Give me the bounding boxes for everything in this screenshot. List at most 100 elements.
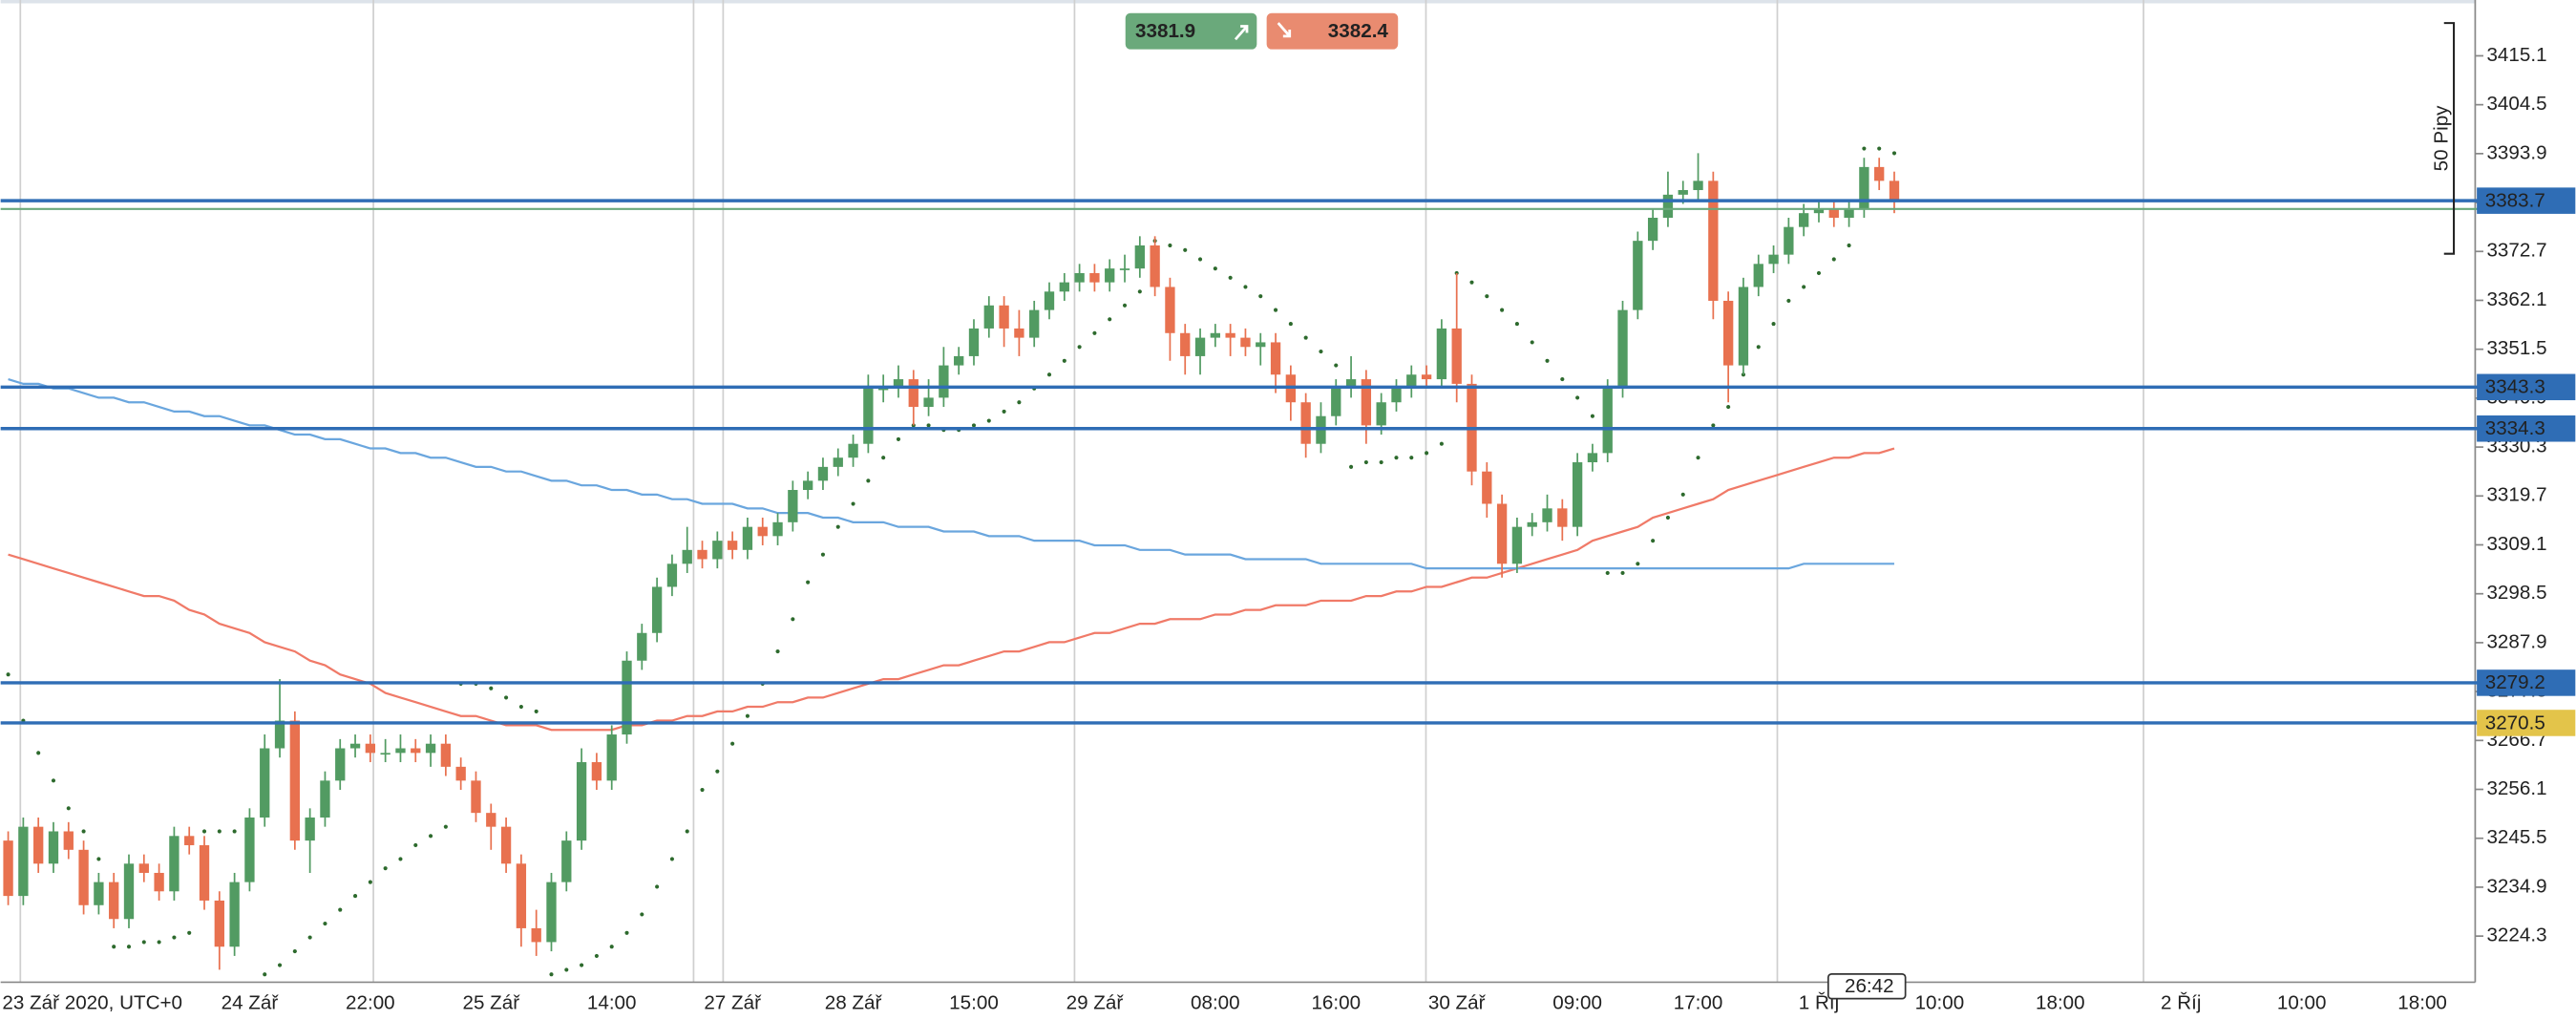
candle-body bbox=[531, 927, 541, 943]
sar-dot bbox=[6, 672, 11, 677]
sar-dot bbox=[1514, 322, 1519, 327]
y-tick-label: 3287.9 bbox=[2486, 630, 2546, 652]
sar-dot bbox=[1877, 146, 1882, 151]
sar-dot bbox=[1017, 400, 1022, 405]
sar-dot bbox=[1756, 345, 1761, 350]
candle-body bbox=[516, 863, 527, 928]
sar-dot bbox=[1288, 322, 1293, 327]
sar-dot bbox=[1560, 377, 1565, 382]
sar-dot bbox=[1620, 570, 1625, 576]
y-tick-label: 3415.1 bbox=[2486, 44, 2546, 66]
y-tick-label: 3224.3 bbox=[2486, 924, 2546, 946]
candle-body bbox=[1256, 342, 1266, 348]
sar-dot bbox=[1409, 456, 1414, 460]
candle-body bbox=[1828, 208, 1839, 219]
y-tick-label: 3298.5 bbox=[2486, 582, 2546, 604]
sar-dot bbox=[1439, 441, 1444, 446]
candle-body bbox=[380, 753, 391, 755]
candle-body bbox=[1451, 328, 1462, 384]
candle-body bbox=[18, 826, 29, 897]
candle-body bbox=[983, 305, 994, 329]
sar-dot bbox=[307, 935, 312, 940]
sar-dot bbox=[1092, 330, 1097, 335]
sar-dot bbox=[926, 423, 931, 428]
candle-body bbox=[1119, 268, 1130, 270]
sar-dot bbox=[1228, 275, 1233, 280]
candle-body bbox=[1768, 254, 1779, 265]
sell-arrow bbox=[1234, 25, 1249, 41]
candle-body bbox=[244, 817, 255, 882]
sar-dot bbox=[806, 580, 811, 584]
price-level-label: 3270.5 bbox=[2485, 712, 2545, 733]
y-tick-label: 3404.5 bbox=[2486, 93, 2546, 115]
sar-dot bbox=[383, 866, 388, 871]
candle-body bbox=[33, 826, 44, 864]
sar-dot bbox=[1002, 409, 1006, 414]
candle-body bbox=[1210, 332, 1221, 338]
x-tick-label: 14:00 bbox=[587, 991, 637, 1013]
candle-body bbox=[1874, 166, 1885, 181]
sar-dot bbox=[126, 945, 132, 949]
sar-dot bbox=[1122, 303, 1128, 308]
candle-body bbox=[546, 882, 557, 943]
sar-dot bbox=[549, 972, 554, 977]
x-tick-label: 2 Říj bbox=[2161, 991, 2201, 1013]
candle-body bbox=[848, 443, 858, 458]
candle-body bbox=[1180, 332, 1191, 356]
candle-body bbox=[274, 720, 285, 749]
sar-dot bbox=[172, 935, 177, 940]
sar-dot bbox=[1575, 395, 1580, 400]
y-tick-label: 3245.5 bbox=[2486, 826, 2546, 848]
sar-dot bbox=[1847, 243, 1851, 248]
sar-dot bbox=[1590, 414, 1594, 418]
candle-body bbox=[968, 328, 980, 356]
candle-body bbox=[229, 882, 240, 947]
sar-dot bbox=[187, 930, 192, 935]
x-tick-label: 08:00 bbox=[1191, 991, 1240, 1013]
candle-body bbox=[1059, 282, 1069, 292]
candle-body bbox=[305, 817, 315, 841]
candle-body bbox=[742, 526, 753, 550]
price-level-label: 3383.7 bbox=[2485, 189, 2545, 211]
sar-dot bbox=[820, 552, 826, 557]
sar-dot bbox=[1319, 350, 1323, 354]
candle-body bbox=[697, 549, 707, 560]
candle-body bbox=[1678, 190, 1688, 195]
sar-dot bbox=[1485, 294, 1489, 299]
candle-body bbox=[365, 743, 376, 754]
candle-body bbox=[1496, 503, 1508, 564]
sar-dot bbox=[669, 857, 674, 861]
candle-body bbox=[833, 457, 843, 467]
y-tick-label: 3319.7 bbox=[2486, 484, 2546, 506]
candle-body bbox=[1089, 272, 1100, 283]
candle-body bbox=[1572, 462, 1583, 527]
candle-body bbox=[1165, 287, 1175, 333]
sell-button[interactable] bbox=[1125, 12, 1257, 50]
sar-dot bbox=[368, 880, 372, 884]
buy-button[interactable] bbox=[1266, 12, 1399, 50]
sar-dot bbox=[1771, 322, 1776, 327]
candle-body bbox=[395, 748, 406, 754]
candle-body bbox=[1617, 309, 1628, 389]
x-tick-label: 23 Zář 2020, UTC+0 bbox=[2, 991, 182, 1013]
sar-dot bbox=[1500, 308, 1505, 312]
candle-body bbox=[1753, 264, 1763, 287]
price-level-tag bbox=[2477, 415, 2576, 442]
candle-body bbox=[878, 388, 889, 391]
candle-body bbox=[1194, 337, 1206, 356]
sar-dot bbox=[36, 751, 41, 755]
x-tick-label: 22:00 bbox=[346, 991, 395, 1013]
candle-body bbox=[802, 480, 813, 491]
candle-body bbox=[576, 762, 587, 841]
sar-dot bbox=[352, 894, 358, 899]
sar-dot bbox=[398, 857, 403, 861]
candle-body bbox=[1633, 241, 1643, 310]
candle-body bbox=[1482, 471, 1492, 504]
candle-body bbox=[1722, 300, 1734, 366]
candle-body bbox=[154, 872, 164, 892]
sar-dot bbox=[1363, 459, 1368, 465]
candle-body bbox=[817, 466, 829, 481]
sar-dot bbox=[263, 972, 267, 977]
sar-dot bbox=[1605, 570, 1610, 576]
sar-dot bbox=[292, 949, 297, 954]
